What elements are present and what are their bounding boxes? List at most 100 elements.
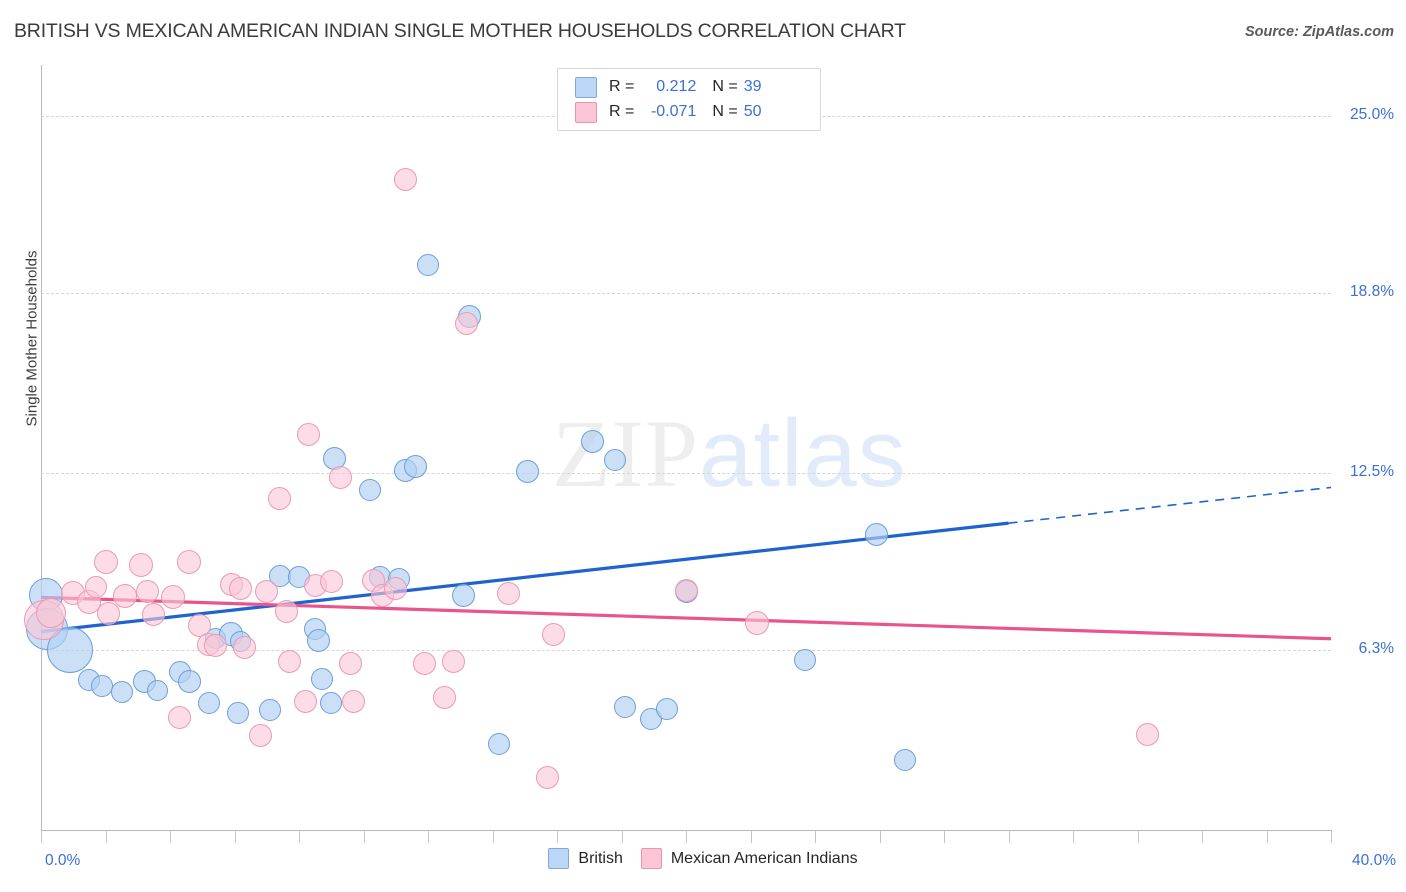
data-point-british[interactable] — [794, 649, 817, 672]
data-point-mexican-american-indians[interactable] — [497, 581, 521, 605]
data-point-mexican-american-indians[interactable] — [135, 580, 159, 604]
data-point-mexican-american-indians[interactable] — [93, 549, 118, 574]
data-point-british[interactable] — [403, 454, 427, 478]
data-point-mexican-american-indians[interactable] — [293, 690, 317, 714]
x-axis-tick — [1008, 830, 1010, 843]
data-point-mexican-american-indians[interactable] — [161, 585, 186, 610]
data-point-mexican-american-indians[interactable] — [744, 611, 769, 636]
legend-label-british: British — [578, 849, 623, 867]
data-point-british[interactable] — [451, 584, 475, 608]
data-point-british[interactable] — [864, 523, 888, 547]
data-point-mexican-american-indians[interactable] — [384, 577, 408, 601]
data-point-british[interactable] — [358, 479, 381, 502]
trend-line-british — [40, 521, 1009, 634]
data-point-mexican-american-indians[interactable] — [277, 650, 301, 674]
data-point-mexican-american-indians[interactable] — [177, 549, 202, 574]
y-tick-label: 25.0% — [1350, 106, 1394, 124]
trend-line-mexican-american-indians — [40, 595, 1332, 641]
r-label-mexican: R = — [609, 103, 635, 120]
plot-area — [24, 65, 1332, 830]
data-point-british[interactable] — [320, 691, 343, 714]
gridline — [41, 650, 1331, 652]
n-label-mexican: N = — [712, 103, 738, 120]
data-point-mexican-american-indians[interactable] — [297, 423, 321, 447]
correlation-stats-box: R = 0.212 N = 39 R = -0.071 N = 50 — [557, 68, 821, 131]
data-point-british[interactable] — [417, 253, 439, 276]
data-point-mexican-american-indians[interactable] — [342, 690, 366, 714]
x-axis-tick — [944, 830, 945, 843]
n-value-british: 39 — [743, 78, 762, 95]
y-axis-line — [41, 65, 42, 830]
data-point-british[interactable] — [91, 674, 114, 697]
data-point-mexican-american-indians[interactable] — [248, 724, 272, 748]
data-point-mexican-american-indians[interactable] — [535, 765, 559, 789]
legend-item-mexican-american-indians[interactable]: Mexican American Indians — [640, 848, 858, 869]
data-point-british[interactable] — [146, 679, 168, 701]
r-value-mexican: -0.071 — [650, 103, 697, 120]
data-point-mexican-american-indians[interactable] — [35, 598, 66, 629]
data-point-mexican-american-indians[interactable] — [255, 580, 279, 604]
data-point-mexican-american-indians[interactable] — [168, 705, 192, 729]
n-label-british: N = — [712, 78, 738, 95]
data-point-mexican-american-indians[interactable] — [268, 487, 292, 511]
x-axis-tick — [815, 830, 816, 843]
data-point-mexican-american-indians[interactable] — [229, 577, 253, 601]
data-point-british[interactable] — [487, 733, 510, 756]
data-point-mexican-american-indians[interactable] — [142, 602, 166, 626]
y-tick-label: 12.5% — [1350, 463, 1394, 481]
data-point-mexican-american-indians[interactable] — [128, 552, 153, 577]
data-point-british[interactable] — [306, 628, 330, 652]
trend-line-british-extension — [1008, 486, 1332, 524]
data-point-mexican-american-indians[interactable] — [339, 651, 363, 675]
data-point-mexican-american-indians[interactable] — [112, 583, 137, 608]
legend-label-mexican-american-indians: Mexican American Indians — [670, 849, 858, 867]
data-point-mexican-american-indians[interactable] — [393, 167, 417, 191]
data-point-mexican-american-indians[interactable] — [329, 465, 353, 489]
data-point-british[interactable] — [177, 670, 201, 694]
x-axis-tick — [492, 830, 494, 843]
data-point-mexican-american-indians[interactable] — [97, 601, 121, 625]
x-axis-tick — [170, 830, 171, 843]
data-point-mexican-american-indians[interactable] — [674, 578, 698, 602]
x-axis-tick — [41, 830, 42, 843]
data-point-mexican-american-indians[interactable] — [1135, 722, 1159, 746]
data-point-british[interactable] — [516, 460, 540, 484]
data-point-british[interactable] — [580, 430, 604, 454]
n-value-mexican: 50 — [743, 103, 762, 120]
x-axis-tick — [621, 830, 623, 843]
source-attribution: Source: ZipAtlas.com — [1244, 24, 1394, 40]
data-point-mexican-american-indians[interactable] — [413, 651, 437, 675]
x-axis-tick — [1266, 830, 1268, 843]
x-axis-tick — [557, 830, 558, 843]
data-point-british[interactable] — [655, 697, 678, 720]
data-point-british[interactable] — [226, 701, 249, 724]
x-axis-tick — [1137, 830, 1139, 843]
data-point-british[interactable] — [310, 667, 333, 690]
data-point-mexican-american-indians[interactable] — [455, 311, 479, 335]
data-point-mexican-american-indians[interactable] — [542, 622, 566, 646]
data-point-mexican-american-indians[interactable] — [232, 635, 256, 659]
data-point-mexican-american-indians[interactable] — [319, 570, 343, 594]
data-point-british[interactable] — [258, 699, 281, 722]
x-tick-label-max: 40.0% — [1352, 852, 1396, 869]
data-point-mexican-american-indians[interactable] — [274, 600, 298, 624]
data-point-british[interactable] — [894, 749, 917, 772]
legend-swatch-mexican-american-indians-icon — [640, 848, 662, 869]
data-point-mexican-american-indians[interactable] — [203, 634, 227, 658]
data-point-british[interactable] — [197, 691, 220, 714]
stat-row-mexican-american-indians: R = -0.071 N = 50 — [575, 99, 778, 125]
r-label-british: R = — [609, 78, 635, 95]
data-point-british[interactable] — [110, 680, 133, 703]
data-point-british[interactable] — [604, 449, 627, 472]
legend-item-british[interactable]: British — [548, 848, 623, 869]
data-point-british[interactable] — [613, 696, 636, 719]
data-point-mexican-american-indians[interactable] — [84, 576, 107, 599]
x-axis-tick — [879, 830, 881, 843]
data-point-mexican-american-indians[interactable] — [442, 650, 466, 674]
x-axis-tick — [428, 830, 429, 843]
data-point-mexican-american-indians[interactable] — [432, 685, 456, 709]
y-tick-label: 18.8% — [1350, 283, 1394, 301]
x-axis-tick — [105, 830, 107, 843]
series-swatch-british-icon — [575, 76, 597, 98]
